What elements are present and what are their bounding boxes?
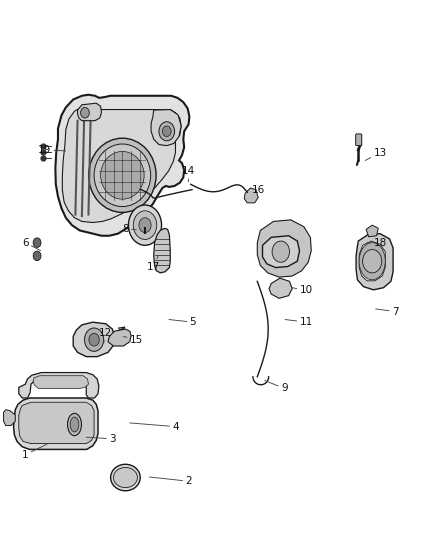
Polygon shape [244,188,258,203]
Ellipse shape [88,138,156,213]
Text: 14: 14 [182,166,195,182]
Text: 11: 11 [285,317,313,327]
Ellipse shape [113,467,138,488]
Ellipse shape [94,144,151,207]
Polygon shape [269,278,292,298]
Text: 12: 12 [99,328,113,343]
Text: 17: 17 [147,256,160,271]
Text: 5: 5 [169,317,196,327]
Circle shape [363,249,382,273]
Circle shape [159,122,175,141]
Text: 16: 16 [251,184,265,198]
FancyBboxPatch shape [356,134,362,146]
Polygon shape [257,220,311,277]
Polygon shape [73,322,115,357]
Text: 10: 10 [292,285,313,295]
Circle shape [85,328,104,351]
Circle shape [133,211,157,239]
Text: 8: 8 [122,224,136,235]
Text: 13: 13 [365,148,387,160]
Polygon shape [62,107,181,222]
Polygon shape [78,103,102,120]
Polygon shape [55,95,189,236]
Ellipse shape [101,151,144,199]
Circle shape [128,205,162,245]
Text: 1: 1 [22,444,47,460]
Polygon shape [262,236,300,268]
Text: 18: 18 [367,238,387,248]
Ellipse shape [67,414,81,435]
Circle shape [272,241,290,262]
Polygon shape [4,410,15,425]
Text: 7: 7 [376,306,399,317]
Polygon shape [19,373,99,398]
Text: 2: 2 [149,477,192,486]
Text: 9: 9 [265,381,288,393]
Text: 3: 3 [86,434,116,444]
Text: 19: 19 [38,145,66,155]
Polygon shape [356,233,393,290]
Circle shape [139,217,151,232]
Polygon shape [359,241,385,281]
Text: 15: 15 [123,335,143,345]
Circle shape [33,238,41,247]
Polygon shape [19,402,94,443]
Circle shape [33,251,41,261]
Text: 4: 4 [130,422,179,432]
Ellipse shape [359,243,385,280]
Circle shape [81,108,89,118]
Circle shape [89,333,99,346]
Polygon shape [366,225,378,237]
Polygon shape [14,398,98,449]
Ellipse shape [70,417,79,432]
Polygon shape [108,329,131,346]
Circle shape [162,126,171,136]
Polygon shape [151,110,181,146]
Ellipse shape [111,464,140,491]
Text: 6: 6 [22,238,41,251]
Polygon shape [33,376,88,389]
Polygon shape [154,228,170,273]
